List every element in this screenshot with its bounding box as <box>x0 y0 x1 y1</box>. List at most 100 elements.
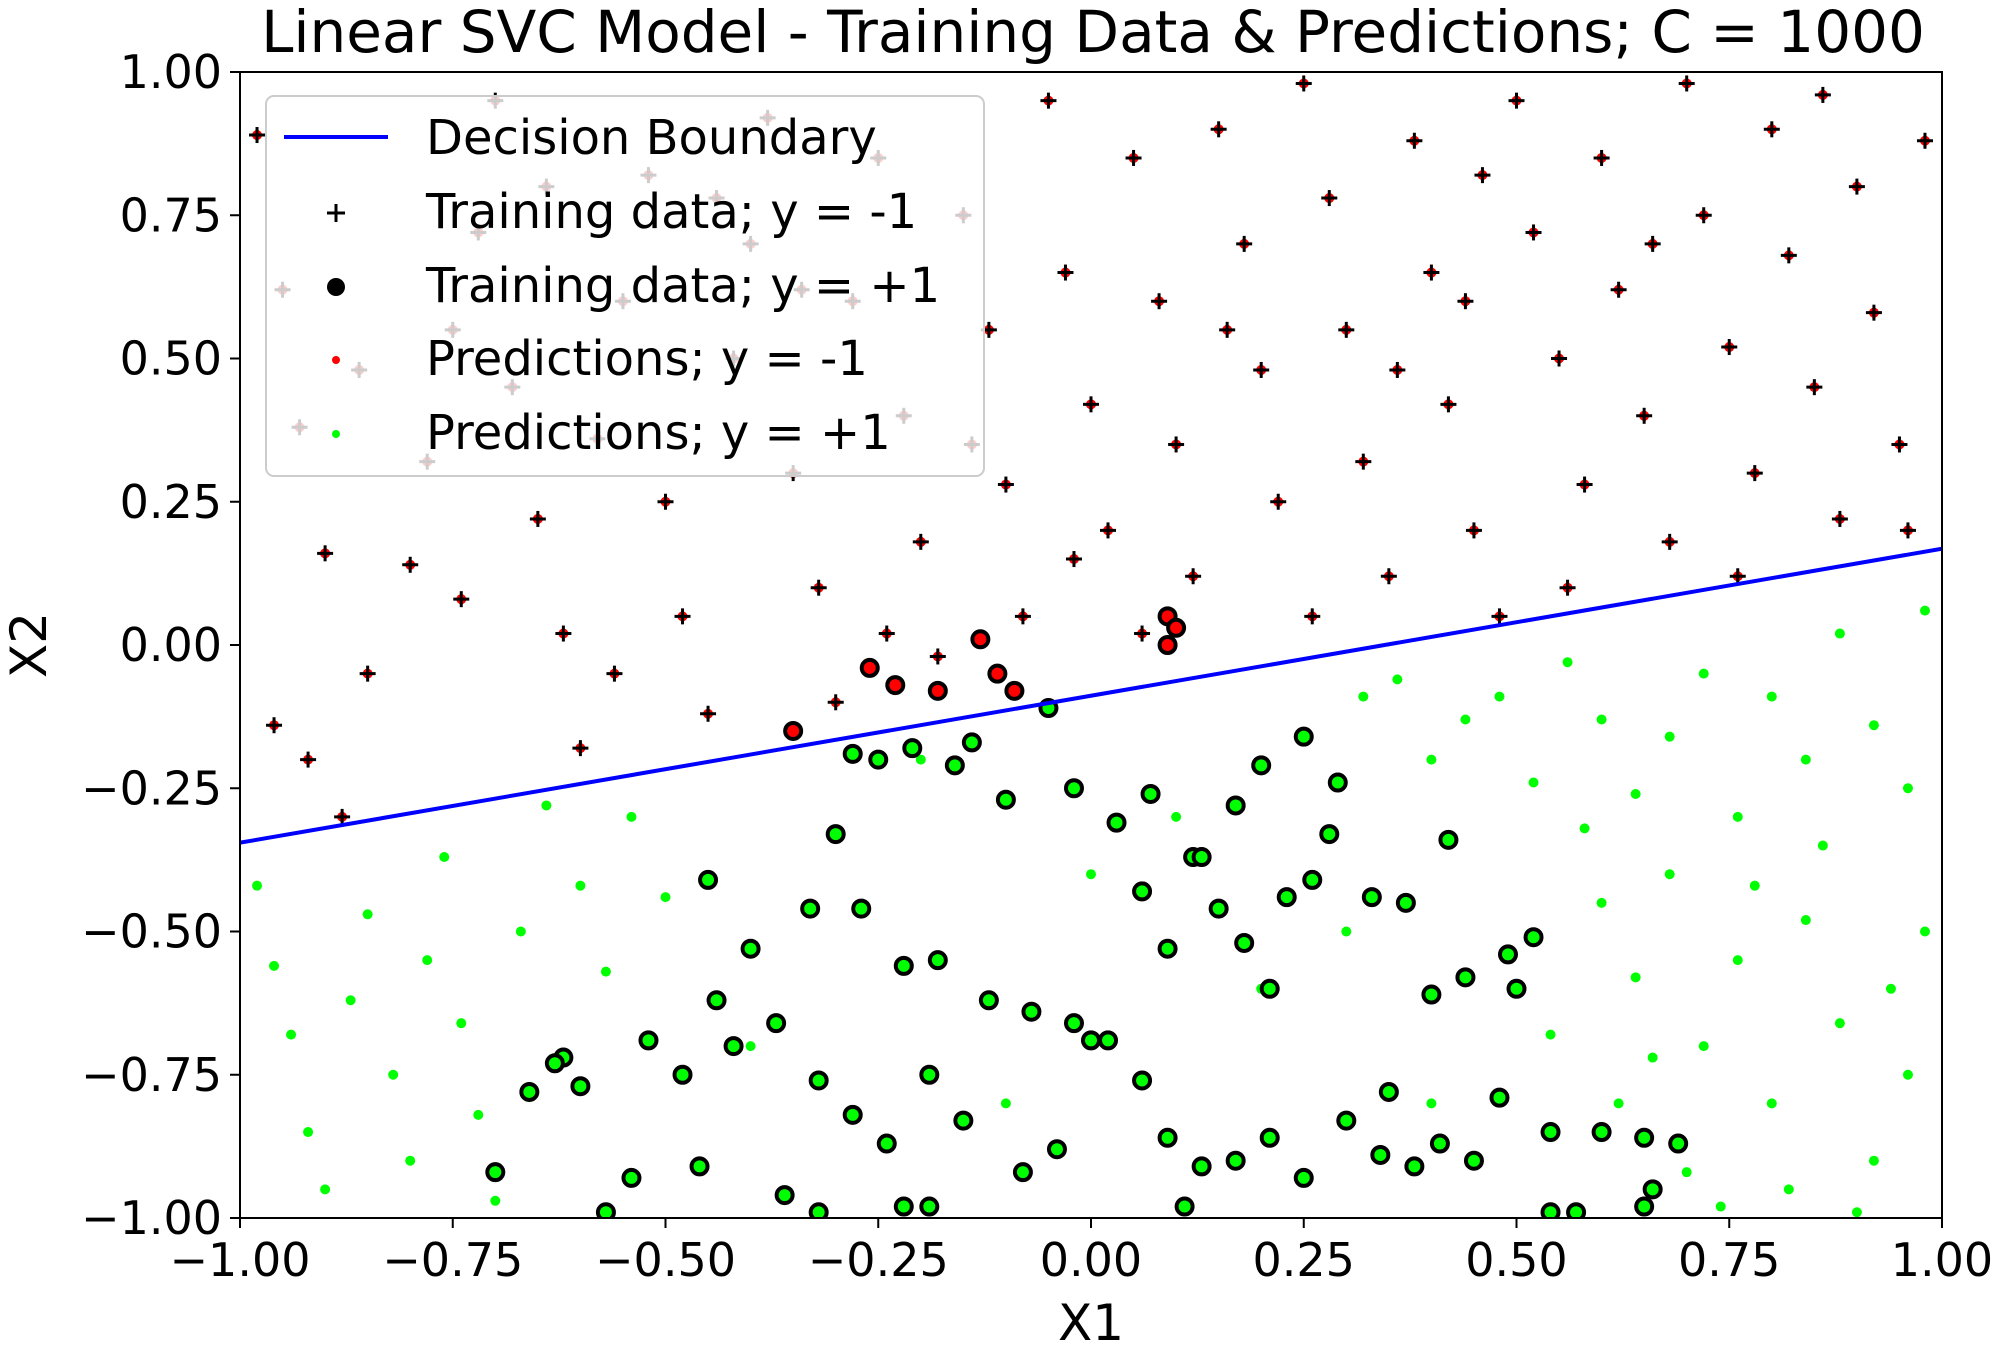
training-pos-point <box>1140 783 1161 804</box>
prediction-pos-point <box>1851 1207 1862 1218</box>
training-neg-point <box>1491 608 1508 625</box>
training-pos-point <box>544 1053 565 1074</box>
training-pos-point <box>1174 1196 1195 1217</box>
training-neg-point <box>1040 92 1057 109</box>
training-neg-point <box>572 740 589 757</box>
legend-swatch-pred-neg <box>332 356 340 364</box>
training-pos-point <box>698 869 719 890</box>
training-neg-point <box>453 591 470 608</box>
y-tick-label: 1.00 <box>120 45 222 99</box>
prediction-pos-point <box>456 1018 467 1029</box>
training-pos-point <box>1668 1133 1689 1154</box>
training-pos-point <box>1259 978 1280 999</box>
x-tick-label: 0.50 <box>1465 1233 1567 1287</box>
training-neg-point <box>1576 476 1593 493</box>
training-neg-point <box>1185 568 1202 585</box>
prediction-pos-point <box>1868 1155 1879 1166</box>
training-pos-point <box>944 755 965 776</box>
training-pos-point <box>595 1202 616 1218</box>
prediction-pos-point <box>362 909 373 920</box>
prediction-pos-point <box>1800 915 1811 926</box>
prediction-pos-point <box>541 800 552 811</box>
prediction-pos-point <box>1528 777 1539 788</box>
training-pos-point <box>1540 1122 1561 1143</box>
legend-swatch-training-neg <box>327 204 345 222</box>
prediction-pos-point <box>388 1069 399 1080</box>
training-pos-point <box>1319 824 1340 845</box>
x-tick-label: −0.25 <box>808 1233 949 1287</box>
training-neg-point <box>1151 293 1168 310</box>
training-neg-point <box>1168 436 1185 453</box>
training-neg-point <box>1304 608 1321 625</box>
training-neg-point <box>1219 321 1236 338</box>
training-pos-point <box>706 990 727 1011</box>
training-neg-point <box>1236 235 1253 252</box>
training-neg-point <box>1457 293 1474 310</box>
training-pos-point <box>851 898 872 919</box>
prediction-pos-point <box>405 1155 416 1166</box>
training-neg-point <box>674 608 691 625</box>
y-tick-label: −0.25 <box>81 761 222 815</box>
training-neg-point <box>1321 190 1338 207</box>
prediction-pos-point <box>439 852 450 863</box>
training-pos-point <box>1540 1202 1561 1218</box>
training-neg-point <box>1355 453 1372 470</box>
chart-title: Linear SVC Model - Training Data & Predi… <box>261 0 1925 66</box>
legend-label-boundary: Decision Boundary <box>426 110 877 166</box>
training-pos-point <box>723 1036 744 1057</box>
training-pos-point <box>1642 1179 1663 1200</box>
training-pos-point <box>1463 1150 1484 1171</box>
legend-box <box>265 95 985 477</box>
x-tick-label: −0.75 <box>382 1233 523 1287</box>
training-pos-point <box>621 1167 642 1188</box>
training-pos-point <box>1166 617 1187 638</box>
training-neg-point <box>1474 167 1491 184</box>
y-tick-label: 0.75 <box>120 188 222 242</box>
training-neg-point <box>1465 522 1482 539</box>
legend-label-training-neg: Training data; y = -1 <box>425 184 917 240</box>
legend-label-pred-pos: Predictions; y = +1 <box>426 405 891 461</box>
training-neg-point <box>1014 608 1031 625</box>
decision-boundary-line <box>240 546 1942 845</box>
training-pos-point <box>1098 1030 1119 1051</box>
prediction-pos-point <box>345 995 356 1006</box>
prediction-pos-point <box>490 1195 501 1206</box>
prediction-pos-point <box>1834 628 1845 639</box>
training-pos-point <box>978 990 999 1011</box>
training-neg-point <box>1610 281 1627 298</box>
legend: Decision Boundary Training data; y = -1 … <box>265 95 985 477</box>
training-pos-point <box>1361 887 1382 908</box>
prediction-pos-point <box>303 1127 314 1138</box>
prediction-pos-point <box>1732 955 1743 966</box>
training-neg-point <box>657 493 674 510</box>
training-neg-point <box>266 717 283 734</box>
training-neg-point <box>1525 224 1542 241</box>
training-pos-point <box>1634 1127 1655 1148</box>
training-pos-point <box>1370 1144 1391 1165</box>
prediction-pos-point <box>1613 1098 1624 1109</box>
decision-boundary-layer <box>240 546 1942 845</box>
x-tick-label: 0.75 <box>1678 1233 1780 1287</box>
training-pos-point <box>1302 869 1323 890</box>
training-pos-point <box>1404 1156 1425 1177</box>
training-neg-point <box>878 625 895 642</box>
training-pos-point <box>1132 881 1153 902</box>
prediction-pos-point <box>1817 840 1828 851</box>
training-neg-point <box>1763 121 1780 138</box>
training-neg-point <box>1270 493 1287 510</box>
training-neg-point <box>1916 132 1933 149</box>
prediction-pos-point <box>473 1109 484 1120</box>
training-pos-point <box>766 1013 787 1034</box>
training-pos-point <box>825 824 846 845</box>
prediction-pos-point <box>1630 788 1641 799</box>
training-neg-point <box>827 694 844 711</box>
training-pos-point <box>1455 967 1476 988</box>
prediction-pos-point <box>1426 1098 1437 1109</box>
prediction-pos-point <box>1579 823 1590 834</box>
legend-label-pred-neg: Predictions; y = -1 <box>426 331 868 387</box>
training-neg-point <box>1295 75 1312 92</box>
prediction-pos-point <box>1494 691 1505 702</box>
prediction-pos-point <box>1460 714 1471 725</box>
training-pos-point <box>995 789 1016 810</box>
